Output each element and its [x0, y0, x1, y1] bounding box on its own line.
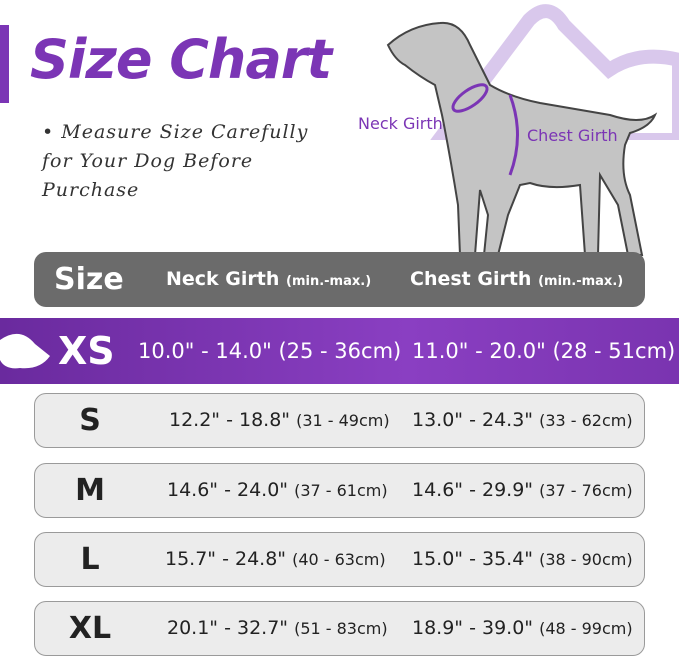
- neck-cell: 15.7" - 24.8" (40 - 63cm): [165, 548, 386, 570]
- table-row: XL 20.1" - 32.7" (51 - 83cm) 18.9" - 39.…: [34, 601, 645, 656]
- table-row-highlighted: XS 10.0" - 14.0" (25 - 36cm) 11.0" - 20.…: [0, 318, 679, 384]
- page-title: Size Chart: [30, 28, 332, 91]
- header-chest: Chest Girth (min.-max.): [410, 268, 624, 290]
- measure-note: • Measure Size Carefully for Your Dog Be…: [42, 118, 308, 205]
- chest-girth-label: Chest Girth: [527, 126, 618, 145]
- table-row: M 14.6" - 24.0" (37 - 61cm) 14.6" - 29.9…: [34, 463, 645, 518]
- size-cell: M: [75, 473, 105, 508]
- note-line: for Your Dog Before: [42, 150, 254, 172]
- chest-cell: 15.0" - 35.4" (38 - 90cm): [412, 548, 633, 570]
- size-cell: S: [79, 403, 101, 438]
- size-cell: L: [80, 542, 100, 577]
- dog-head-icon: [0, 333, 50, 369]
- chest-cell: 18.9" - 39.0" (48 - 99cm): [412, 617, 633, 639]
- header-size: Size: [54, 262, 124, 297]
- dog-silhouette-icon: [386, 21, 658, 256]
- table-header: Size Neck Girth (min.-max.) Chest Girth …: [34, 252, 645, 307]
- mountain-watermark: [430, 4, 679, 140]
- note-line: • Measure Size Carefully: [42, 121, 309, 143]
- neck-cell: 12.2" - 18.8" (31 - 49cm): [169, 409, 390, 431]
- note-line: Purchase: [42, 179, 140, 201]
- neck-girth-label: Neck Girth: [358, 114, 443, 133]
- neck-cell: 20.1" - 32.7" (51 - 83cm): [167, 617, 388, 639]
- neck-cell: 10.0" - 14.0" (25 - 36cm): [138, 339, 402, 363]
- chest-cell: 14.6" - 29.9" (37 - 76cm): [412, 479, 633, 501]
- size-cell: XL: [68, 611, 112, 646]
- chest-cell: 13.0" - 24.3" (33 - 62cm): [412, 409, 633, 431]
- chest-cell: 11.0" - 20.0" (28 - 51cm): [412, 339, 676, 363]
- header-neck: Neck Girth (min.-max.): [166, 268, 372, 290]
- neck-cell: 14.6" - 24.0" (37 - 61cm): [167, 479, 388, 501]
- table-row: S 12.2" - 18.8" (31 - 49cm) 13.0" - 24.3…: [34, 393, 645, 448]
- size-cell: XS: [58, 329, 115, 373]
- table-row: L 15.7" - 24.8" (40 - 63cm) 15.0" - 35.4…: [34, 532, 645, 587]
- accent-bar: [0, 25, 9, 103]
